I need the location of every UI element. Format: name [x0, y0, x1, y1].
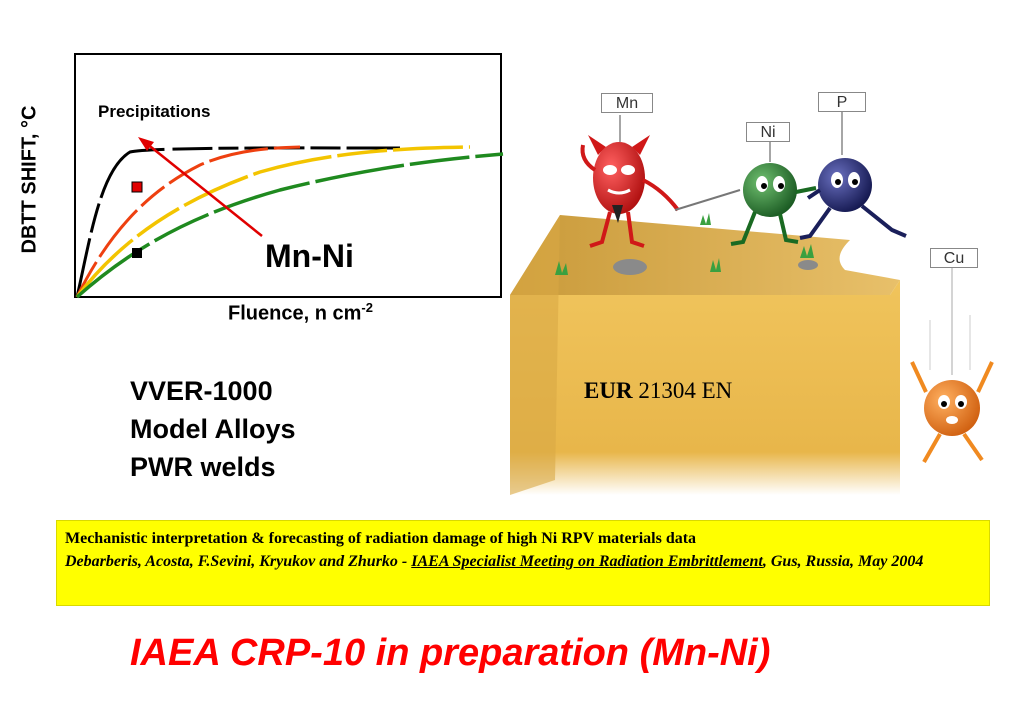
- reference-box: Mechanistic interpretation & forecasting…: [56, 520, 990, 606]
- grass: [700, 213, 711, 225]
- reference-meeting-link[interactable]: IAEA Specialist Meeting on Radiation Emb…: [411, 553, 763, 570]
- alloy-item-pwr: PWR welds: [130, 452, 276, 482]
- cartoon-scene: [510, 110, 994, 495]
- reference-location: , Gus, Russia, May 2004: [762, 553, 924, 570]
- grass: [800, 244, 814, 258]
- ni-character: [730, 140, 817, 246]
- x-axis-label-exponent: -2: [361, 300, 373, 315]
- mn-character: [580, 115, 741, 248]
- alloy-item-vver: VVER-1000: [130, 376, 273, 406]
- marker-black-square: [132, 248, 142, 258]
- grass: [710, 258, 721, 272]
- cliff-front: [510, 280, 900, 495]
- p-label: P: [818, 92, 866, 112]
- dbtt-chart: [74, 53, 504, 299]
- rock: [798, 260, 818, 270]
- report-code: 21304 EN: [638, 378, 733, 403]
- headline: IAEA CRP-10 in preparation (Mn-Ni): [130, 632, 771, 674]
- curve-orange-red: [75, 145, 301, 298]
- mn-ni-arrowhead: [138, 137, 154, 151]
- alloy-list: VVER-1000 Model Alloys PWR welds: [130, 372, 296, 486]
- reference-citation: Debarberis, Acosta, F.Sevini, Kryukov an…: [65, 550, 981, 573]
- reference-title: Mechanistic interpretation & forecasting…: [65, 530, 697, 547]
- cliff-side: [510, 215, 560, 495]
- report-number: EUR 21304 EN: [584, 378, 732, 404]
- chart-y-axis-label: DBTT SHIFT, °C: [18, 105, 41, 254]
- x-axis-label-base: Fluence, n cm: [228, 302, 362, 325]
- curve-yellow: [75, 145, 471, 299]
- precipitations-annotation: Precipitations: [98, 102, 211, 121]
- p-character: [799, 110, 907, 240]
- rock: [613, 259, 647, 275]
- report-prefix: EUR: [584, 378, 633, 403]
- curve-black: [75, 146, 401, 298]
- cu-label: Cu: [930, 248, 978, 268]
- ni-label: Ni: [746, 122, 790, 142]
- chart-x-axis-label: Fluence, n cm-2: [228, 300, 373, 326]
- mn-ni-arrow: [145, 142, 263, 237]
- mn-label: Mn: [601, 93, 653, 113]
- reference-authors: Debarberis, Acosta, F.Sevini, Kryukov an…: [65, 553, 412, 570]
- grass: [555, 261, 568, 275]
- cliff-top: [510, 215, 900, 295]
- curve-green: [75, 152, 504, 299]
- cu-character: [910, 268, 994, 463]
- alloy-item-model: Model Alloys: [130, 414, 296, 444]
- marker-red-square: [131, 181, 143, 193]
- chart-frame: [74, 53, 502, 298]
- mn-ni-annotation: Mn-Ni: [265, 238, 354, 274]
